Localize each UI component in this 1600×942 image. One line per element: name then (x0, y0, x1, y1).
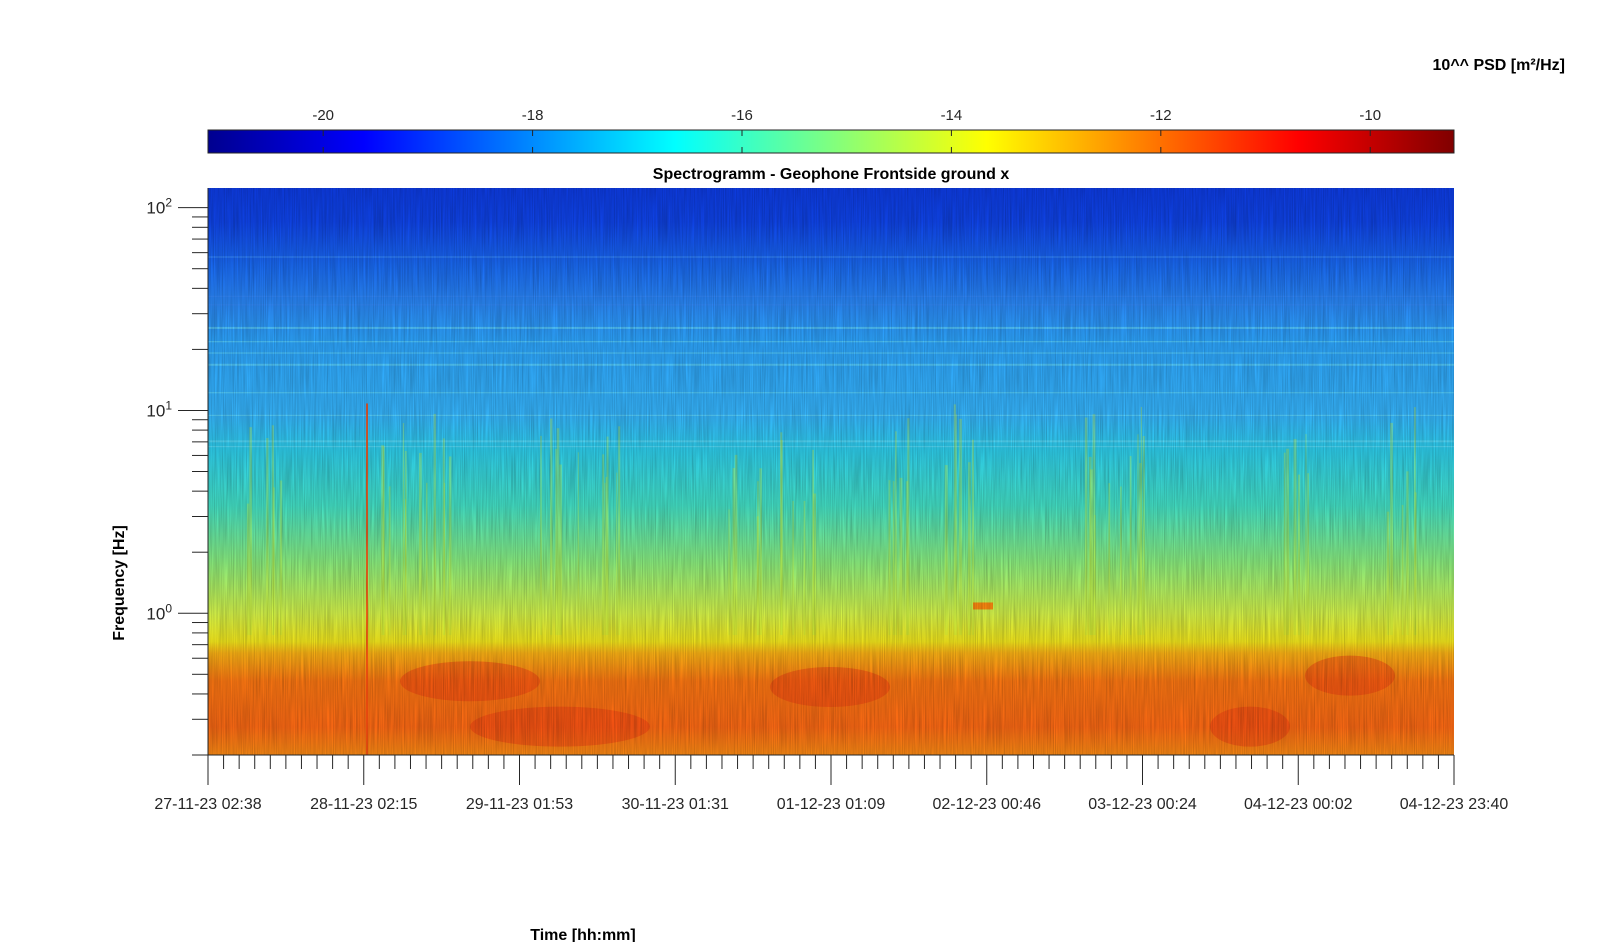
colorbar-tick-label: -12 (1150, 107, 1172, 124)
colorbar-tick-label: -20 (312, 107, 334, 124)
x-tick-label: 04-12-23 23:40 (1400, 796, 1509, 813)
colorbar-tick-label: -14 (941, 107, 963, 124)
x-axis-label: Time [hh:mm] (530, 927, 635, 942)
x-tick-label: 29-11-23 01:53 (466, 796, 573, 813)
y-tick-label: 101 (146, 398, 172, 420)
spectrogram-noise (208, 188, 1454, 755)
y-tick-label: 100 (146, 601, 172, 623)
y-axis-ticks: 100 101 102 (146, 196, 208, 756)
x-tick-label: 27-11-23 02:38 (154, 796, 261, 813)
x-tick-label: 04-12-23 00:02 (1244, 796, 1353, 813)
y-axis-label: Frequency [Hz] (111, 525, 128, 641)
y-tick-label: 102 (146, 196, 172, 218)
colorbar: -20 -18 -16 -14 -12 -10 10^^ PSD [m²/Hz] (207, 57, 1565, 154)
chart-title: Spectrogramm - Geophone Frontside ground… (653, 166, 1010, 183)
x-axis-ticks: 27-11-23 02:38 28-11-23 02:15 29-11-23 01:… (154, 755, 1508, 813)
colorbar-ticks: -20 -18 -16 -14 -12 -10 (312, 107, 1381, 153)
spectrogram-image (208, 188, 1454, 755)
colorbar-tick-label: -18 (522, 107, 544, 124)
axes: 27-11-23 02:38 28-11-23 02:15 29-11-23 01:… (146, 188, 1508, 813)
colorbar-gradient (207, 129, 1455, 154)
colorbar-tick-label: -10 (1359, 107, 1381, 124)
colorbar-label: 10^^ PSD [m²/Hz] (1433, 57, 1565, 74)
x-tick-label: 03-12-23 00:24 (1088, 796, 1197, 813)
colorbar-tick-label: -16 (731, 107, 753, 124)
x-tick-label: 02-12-23 00:46 (932, 796, 1041, 813)
x-tick-label: 01-12-23 01:09 (777, 796, 886, 813)
x-tick-label: 30-11-23 01:31 (622, 796, 729, 813)
x-tick-label: 28-11-23 02:15 (310, 796, 417, 813)
